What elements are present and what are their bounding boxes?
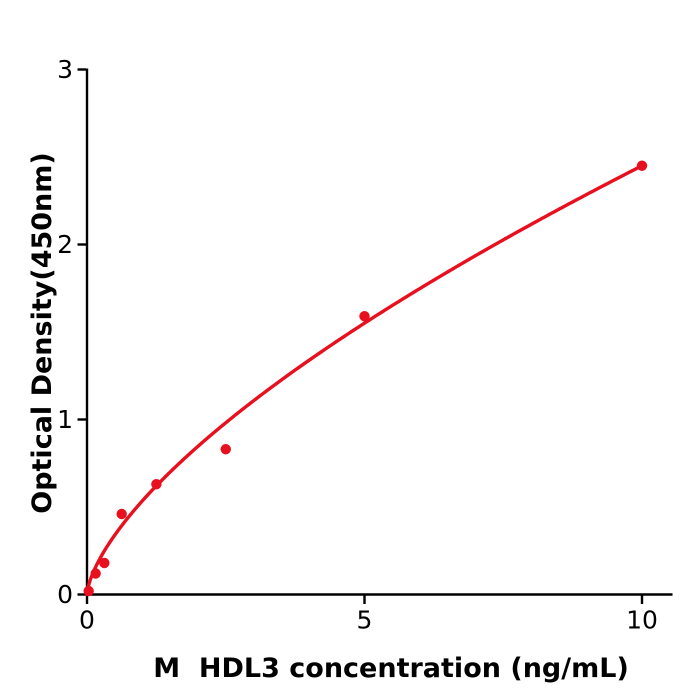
x-tick-label: 10 <box>626 606 658 635</box>
y-tick-label: 0 <box>57 580 73 609</box>
fit-curve-path <box>85 164 644 597</box>
y-tick-label: 2 <box>57 230 73 259</box>
data-point-marker <box>220 444 231 455</box>
data-point-marker <box>116 508 127 520</box>
y-axis-title: Optical Density(450nm) <box>27 152 58 514</box>
plot-layer <box>83 160 648 597</box>
data-point-marker <box>359 311 370 322</box>
y-tick-label: 1 <box>57 405 73 434</box>
axes-layer: 0 1 2 3 0 5 10 <box>57 55 673 635</box>
data-point-marker <box>99 557 110 569</box>
y-tick-label: 3 <box>57 55 73 84</box>
x-tick-label: 5 <box>357 606 373 635</box>
x-tick-label: 0 <box>79 606 95 635</box>
x-axis-title: M HDL3 concentration (ng/mL) <box>153 653 629 684</box>
